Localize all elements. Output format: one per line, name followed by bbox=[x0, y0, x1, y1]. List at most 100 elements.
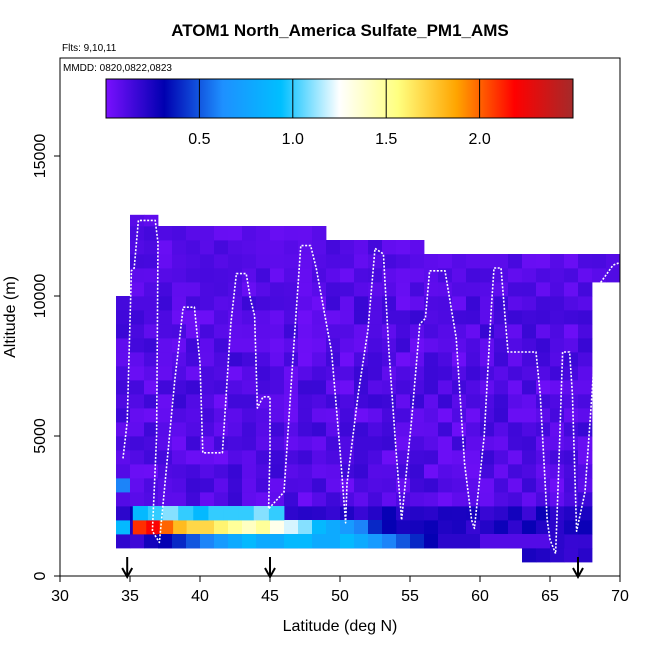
heatmap-cell bbox=[424, 408, 439, 423]
heatmap-cell bbox=[186, 366, 201, 381]
heatmap-cell bbox=[312, 506, 327, 521]
heatmap-cell bbox=[242, 422, 257, 437]
heatmap-cell bbox=[298, 436, 313, 451]
heatmap-cell bbox=[256, 310, 271, 325]
heatmap-cell bbox=[382, 366, 397, 381]
heatmap-cell bbox=[564, 506, 579, 521]
heatmap-cell bbox=[326, 534, 341, 549]
heatmap-cell bbox=[144, 408, 159, 423]
heatmap-cell bbox=[438, 394, 453, 409]
heatmap-cell bbox=[466, 520, 481, 535]
x-tick-label: 60 bbox=[471, 588, 489, 605]
heatmap-cell bbox=[508, 506, 523, 521]
heatmap-cell bbox=[466, 394, 481, 409]
heatmap-cell bbox=[298, 324, 313, 339]
heatmap-cell bbox=[298, 422, 313, 437]
heatmap-cell bbox=[130, 226, 145, 241]
heatmap-cell bbox=[312, 240, 327, 255]
heatmap-cell bbox=[172, 324, 187, 339]
heatmap-cell bbox=[284, 506, 299, 521]
heatmap-cell bbox=[172, 422, 187, 437]
heatmap-cell bbox=[200, 240, 215, 255]
heatmap-cell bbox=[424, 338, 439, 353]
heatmap-cell bbox=[116, 520, 131, 535]
heatmap-cell bbox=[340, 422, 355, 437]
heatmap-cell bbox=[130, 436, 145, 451]
heatmap-cell bbox=[326, 380, 341, 395]
x-tick-label: 55 bbox=[401, 588, 419, 605]
heatmap-cell bbox=[298, 268, 313, 283]
heatmap-cell bbox=[368, 534, 383, 549]
heatmap-cell bbox=[550, 282, 565, 297]
heatmap-cell bbox=[340, 282, 355, 297]
heatmap-cell bbox=[452, 394, 467, 409]
heatmap-cell bbox=[340, 310, 355, 325]
heatmap-cell bbox=[438, 520, 453, 535]
heatmap-cell bbox=[242, 450, 257, 465]
heatmap-cell bbox=[354, 534, 369, 549]
heatmap-cell bbox=[256, 520, 271, 535]
heatmap-cell bbox=[438, 282, 453, 297]
heatmap-cell bbox=[466, 324, 481, 339]
heatmap-cell bbox=[116, 492, 131, 507]
heatmap-cell bbox=[228, 408, 243, 423]
heatmap-cell bbox=[172, 450, 187, 465]
heatmap-cell bbox=[200, 408, 215, 423]
heatmap-cell bbox=[214, 534, 229, 549]
heatmap-cell bbox=[550, 478, 565, 493]
heatmap-cell bbox=[298, 464, 313, 479]
heatmap-cell bbox=[522, 310, 537, 325]
heatmap-cell bbox=[256, 436, 271, 451]
heatmap-cell bbox=[550, 394, 565, 409]
heatmap-cell bbox=[284, 436, 299, 451]
heatmap-cell bbox=[326, 352, 341, 367]
y-tick-label: 5000 bbox=[32, 418, 49, 454]
heatmap-cell bbox=[130, 352, 145, 367]
heatmap-cell bbox=[424, 450, 439, 465]
heatmap-cell bbox=[564, 296, 579, 311]
heatmap-cell bbox=[130, 464, 145, 479]
heatmap-cell bbox=[424, 464, 439, 479]
heatmap-cell bbox=[242, 324, 257, 339]
heatmap-cell bbox=[410, 436, 425, 451]
heatmap-cell bbox=[452, 520, 467, 535]
heatmap-cell bbox=[452, 324, 467, 339]
heatmap-cell bbox=[494, 338, 509, 353]
heatmap-cell bbox=[424, 352, 439, 367]
heatmap-cell bbox=[130, 310, 145, 325]
heatmap-cell bbox=[326, 282, 341, 297]
heatmap-cell bbox=[340, 534, 355, 549]
heatmap-cell bbox=[326, 394, 341, 409]
heatmap-cell bbox=[494, 534, 509, 549]
heatmap-cell bbox=[536, 548, 551, 563]
heatmap-cell bbox=[522, 352, 537, 367]
heatmap-cell bbox=[578, 408, 593, 423]
heatmap-cell bbox=[452, 478, 467, 493]
heatmap-cell bbox=[172, 352, 187, 367]
heatmap-cell bbox=[326, 338, 341, 353]
heatmap-cell bbox=[550, 436, 565, 451]
heatmap-cell bbox=[368, 366, 383, 381]
heatmap-cell bbox=[438, 436, 453, 451]
heatmap-cell bbox=[242, 492, 257, 507]
heatmap-cell bbox=[536, 534, 551, 549]
heatmap-cell bbox=[200, 282, 215, 297]
heatmap-cell bbox=[354, 520, 369, 535]
heatmap-cell bbox=[424, 310, 439, 325]
heatmap-cell bbox=[382, 380, 397, 395]
heatmap-cell bbox=[172, 254, 187, 269]
heatmap-cell bbox=[480, 506, 495, 521]
heatmap-cell bbox=[368, 282, 383, 297]
heatmap-cell bbox=[494, 492, 509, 507]
heatmap-cell bbox=[480, 492, 495, 507]
heatmap-cell bbox=[242, 394, 257, 409]
heatmap-cell bbox=[522, 366, 537, 381]
heatmap-cell bbox=[536, 380, 551, 395]
heatmap-cell bbox=[312, 520, 327, 535]
heatmap-cell bbox=[214, 380, 229, 395]
heatmap-cell bbox=[494, 520, 509, 535]
heatmap-cell bbox=[144, 324, 159, 339]
heatmap-cell bbox=[132, 520, 147, 535]
heatmap-cell bbox=[200, 436, 215, 451]
heatmap-cell bbox=[578, 268, 593, 283]
